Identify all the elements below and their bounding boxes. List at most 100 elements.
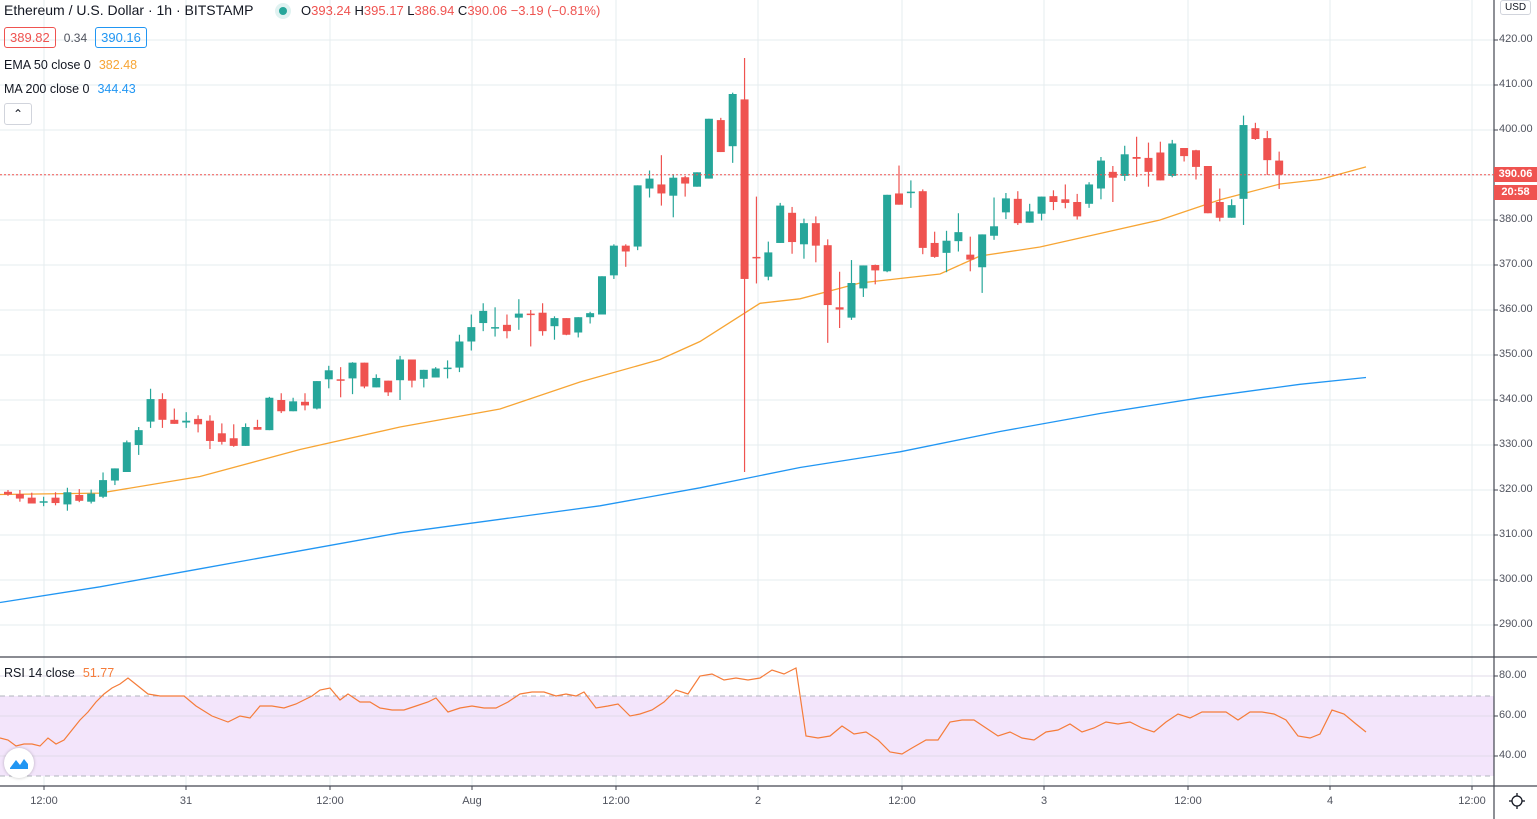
candle-body — [182, 420, 191, 423]
candle-body — [716, 120, 725, 153]
candle-body — [598, 276, 606, 315]
price-axis-label: 400.00 — [1499, 123, 1533, 135]
time-axis-label: 2 — [754, 795, 762, 807]
candle-body — [99, 480, 108, 497]
price-axis-label: 330.00 — [1499, 438, 1533, 450]
candle-body — [122, 442, 131, 472]
candle-body — [372, 377, 381, 388]
rsi-label: RSI 14 close — [4, 666, 75, 680]
candle-body — [384, 380, 393, 393]
candle-body — [1013, 198, 1022, 224]
candle-body — [241, 427, 250, 446]
price-axis-label: 360.00 — [1499, 303, 1533, 315]
candle-body — [645, 178, 654, 189]
symbol-legend: Ethereum / U.S. Dollar · 1h · BITSTAMP O… — [4, 2, 600, 18]
candle-body — [609, 245, 618, 276]
price-axis-label: 350.00 — [1499, 348, 1533, 360]
symbol-title[interactable]: Ethereum / U.S. Dollar · 1h · BITSTAMP — [4, 2, 254, 18]
candle-body — [883, 194, 892, 272]
candle-body — [253, 427, 262, 430]
candle-body — [586, 313, 595, 318]
candle-body — [455, 341, 464, 368]
indicator-ma200-legend[interactable]: MA 200 close 0 344.43 — [4, 82, 136, 96]
candle-body — [871, 265, 880, 271]
gear-icon[interactable] — [1508, 792, 1526, 810]
last-price-tag: 390.06 — [1494, 167, 1537, 182]
candle-body — [348, 362, 357, 379]
candle-body — [1025, 211, 1034, 223]
rsi-axis-label: 80.00 — [1499, 669, 1527, 681]
candle-body — [110, 468, 119, 481]
candle-body — [158, 399, 167, 420]
candle-body — [407, 359, 416, 381]
bar-countdown-tag: 20:58 — [1494, 185, 1537, 200]
candle-body — [823, 245, 832, 306]
candle-body — [336, 379, 345, 381]
candle-body — [1001, 198, 1010, 213]
high-value: 395.17 — [363, 3, 404, 18]
close-label: C — [457, 3, 468, 18]
candle-body — [895, 193, 903, 205]
price-axis-label: 290.00 — [1499, 618, 1533, 630]
price-axis-label: 410.00 — [1499, 78, 1533, 90]
collapse-legend-button[interactable]: ⌃ — [4, 103, 32, 125]
candle-body — [1251, 128, 1260, 139]
candle-body — [1239, 125, 1248, 199]
candle-body — [491, 327, 500, 329]
ma200-label: MA 200 close 0 — [4, 82, 90, 96]
candle-body — [799, 223, 808, 245]
time-axis-label: 31 — [179, 795, 193, 807]
candle-body — [514, 313, 523, 318]
close-value: 390.06 — [467, 3, 508, 18]
candle-body — [740, 99, 749, 279]
candle-body — [1037, 196, 1046, 214]
candle-body — [39, 501, 48, 503]
ema50-label: EMA 50 close 0 — [4, 58, 91, 72]
candle-body — [75, 494, 84, 501]
candle-body — [229, 438, 238, 446]
candle-body — [431, 368, 440, 378]
indicator-ema50-legend[interactable]: EMA 50 close 0 382.48 — [4, 58, 137, 72]
tradingview-logo-icon[interactable] — [4, 748, 34, 778]
candle-body — [194, 418, 203, 425]
buy-price-button[interactable]: 390.16 — [95, 27, 147, 48]
candle-body — [301, 401, 309, 406]
price-axis-label: 420.00 — [1499, 33, 1533, 45]
sell-price-button[interactable]: 389.82 — [4, 27, 56, 48]
time-axis-label: 4 — [1326, 795, 1334, 807]
ohlc-values: O393.24 H395.17 L386.94 C390.06 −3.19 (−… — [301, 3, 600, 18]
time-axis-label: Aug — [462, 795, 482, 807]
rsi-line — [0, 667, 1367, 755]
candle-body — [443, 367, 452, 370]
candle-body — [502, 324, 511, 332]
candle-body — [1085, 184, 1094, 204]
ma200-value: 344.43 — [97, 82, 136, 96]
candle-body — [4, 491, 12, 495]
time-axis-label: 12:00 — [888, 795, 916, 807]
change-value: −3.19 (−0.81%) — [510, 3, 601, 18]
candle-body — [776, 205, 785, 243]
candle-body — [669, 177, 678, 196]
rsi-legend[interactable]: RSI 14 close 51.77 — [4, 666, 114, 680]
rsi-axis-label: 60.00 — [1499, 709, 1527, 721]
candle-body — [942, 240, 951, 253]
candle-body — [538, 312, 547, 332]
candle-body — [811, 223, 820, 246]
high-label: H — [354, 3, 364, 18]
candle-body — [966, 254, 975, 260]
candle-body — [87, 493, 96, 502]
currency-badge[interactable]: USD — [1500, 0, 1532, 15]
candle-body — [847, 283, 856, 318]
candle-body — [1215, 202, 1224, 218]
candle-body — [835, 307, 844, 310]
time-axis-label: 12:00 — [1458, 795, 1486, 807]
candle-body — [954, 232, 963, 242]
time-axis-label: 3 — [1040, 795, 1048, 807]
candle-body — [1120, 154, 1129, 176]
time-axis-label: 12:00 — [1174, 795, 1202, 807]
candle-body — [1275, 160, 1284, 175]
candle-body — [633, 185, 642, 247]
candle-body — [693, 172, 702, 187]
candle-body — [27, 497, 36, 504]
